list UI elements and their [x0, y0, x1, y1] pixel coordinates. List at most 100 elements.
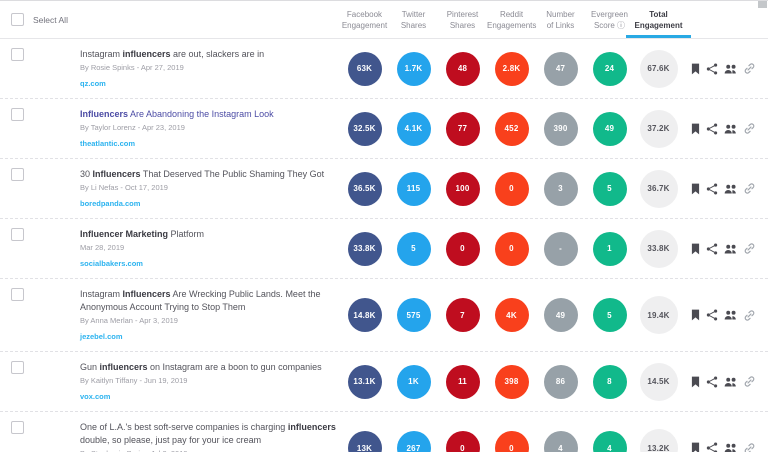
article-domain-link[interactable]: qz.com: [80, 79, 106, 88]
article-title-link[interactable]: Instagram influencers are out, slackers …: [80, 48, 264, 61]
title-text: double, so please, just pay for your ice…: [80, 435, 262, 445]
column-header-line1: Reddit: [499, 9, 524, 19]
share-icon[interactable]: [706, 376, 718, 388]
users-icon[interactable]: [724, 64, 737, 74]
metric-bubble-reddit: 0: [494, 431, 529, 452]
column-header-reddit[interactable]: Reddit Engagements: [487, 1, 536, 38]
article-title-link[interactable]: Gun influencers on Instagram are a boon …: [80, 361, 322, 374]
article-info: Instagram Influencers Are Wrecking Publi…: [80, 288, 320, 344]
select-all-checkbox[interactable]: [11, 13, 24, 26]
article-cell: One of L.A.'s best soft-serve companies …: [0, 412, 340, 452]
title-keyword: Influencers: [92, 169, 141, 179]
link-icon[interactable]: [743, 309, 756, 322]
row-actions: [683, 159, 768, 218]
share-icon[interactable]: [706, 63, 718, 75]
metric-bubble-evergreen: 49: [592, 111, 627, 146]
column-header-total[interactable]: Total Engagement: [626, 1, 691, 38]
share-icon[interactable]: [706, 183, 718, 195]
metric-cell-twitter: 1.7K: [389, 51, 438, 86]
article-title-line: Influencer Marketing Platform: [80, 228, 204, 241]
article-cell: Influencer Marketing Platform Mar 28, 20…: [0, 219, 340, 278]
article-domain-link[interactable]: jezebel.com: [80, 332, 123, 341]
row-checkbox[interactable]: [11, 168, 24, 181]
column-header-line2: Engagement: [341, 20, 388, 30]
row-checkbox[interactable]: [11, 228, 24, 241]
article-title-link[interactable]: 30 Influencers That Deserved The Public …: [80, 168, 324, 181]
article-title-link[interactable]: Instagram Influencers Are Wrecking Publi…: [80, 288, 320, 314]
row-checkbox[interactable]: [11, 48, 24, 61]
article-title-line: One of L.A.'s best soft-serve companies …: [80, 421, 336, 434]
metric-cell-reddit: 0: [487, 431, 536, 452]
metric-bubble-twitter: 5: [396, 231, 431, 266]
metric-bubble-links: 3: [543, 171, 578, 206]
title-text: Are Wrecking Public Lands. Meet the: [170, 289, 321, 299]
bookmark-icon[interactable]: [691, 183, 700, 195]
metric-bubble-twitter: 1.7K: [396, 51, 431, 86]
row-checkbox[interactable]: [11, 108, 24, 121]
article-domain-link[interactable]: socialbakers.com: [80, 259, 143, 268]
share-icon[interactable]: [706, 123, 718, 135]
link-icon[interactable]: [743, 62, 756, 75]
column-header-twitter[interactable]: Twitter Shares: [389, 1, 438, 38]
share-icon[interactable]: [706, 442, 718, 452]
row-checkbox[interactable]: [11, 361, 24, 374]
metric-bubble-total: 19.4K: [639, 296, 678, 334]
article-domain-link[interactable]: theatlantic.com: [80, 139, 136, 148]
column-header-line2: of Links: [546, 20, 575, 30]
link-icon[interactable]: [743, 242, 756, 255]
bookmark-icon[interactable]: [691, 376, 700, 388]
metric-bubble-links: 390: [543, 111, 578, 146]
users-icon[interactable]: [724, 124, 737, 134]
column-header-line2: Shares: [449, 20, 476, 30]
scrollbar-thumb[interactable]: [758, 1, 767, 8]
column-header-links[interactable]: Number of Links: [536, 1, 585, 38]
title-keyword: Influencers: [80, 109, 129, 119]
metric-cell-total: 14.5K: [634, 362, 683, 401]
column-header-facebook[interactable]: Facebook Engagement: [340, 1, 389, 38]
share-icon[interactable]: [706, 309, 718, 321]
bookmark-icon[interactable]: [691, 123, 700, 135]
link-icon[interactable]: [743, 182, 756, 195]
users-icon[interactable]: [724, 184, 737, 194]
title-text: Anonymous Account Trying to Stop Them: [80, 302, 246, 312]
article-domain-link[interactable]: vox.com: [80, 392, 111, 401]
column-header-pinterest[interactable]: Pinterest Shares: [438, 1, 487, 38]
article-title-line: Anonymous Account Trying to Stop Them: [80, 301, 320, 314]
table-row: One of L.A.'s best soft-serve companies …: [0, 412, 768, 452]
metric-cell-total: 37.2K: [634, 109, 683, 148]
article-domain-link[interactable]: boredpanda.com: [80, 199, 141, 208]
article-cell: Instagram influencers are out, slackers …: [0, 39, 340, 98]
article-title-line: 30 Influencers That Deserved The Public …: [80, 168, 324, 181]
metric-cell-evergreen: 49: [585, 111, 634, 146]
metric-cell-total: 13.2K: [634, 429, 683, 452]
column-header-evergreen[interactable]: Evergreen Score ⓘ: [585, 1, 634, 38]
bookmark-icon[interactable]: [691, 309, 700, 321]
metric-cell-evergreen: 24: [585, 51, 634, 86]
column-header-line2: Score ⓘ: [593, 20, 626, 30]
metric-cell-twitter: 4.1K: [389, 111, 438, 146]
row-checkbox[interactable]: [11, 288, 24, 301]
metric-bubble-links: 86: [543, 364, 578, 399]
users-icon[interactable]: [724, 377, 737, 387]
row-actions: [683, 99, 768, 158]
users-icon[interactable]: [724, 244, 737, 254]
metric-bubble-total: 33.8K: [639, 229, 678, 268]
link-icon[interactable]: [743, 442, 756, 452]
link-icon[interactable]: [743, 122, 756, 135]
article-title-link[interactable]: Influencer Marketing Platform: [80, 228, 204, 241]
table-row: Gun influencers on Instagram are a boon …: [0, 352, 768, 412]
users-icon[interactable]: [724, 310, 737, 320]
metric-bubble-facebook: 14.8K: [347, 298, 382, 332]
share-icon[interactable]: [706, 243, 718, 255]
title-text: Instagram: [80, 289, 123, 299]
bookmark-icon[interactable]: [691, 63, 700, 75]
article-title-link[interactable]: Influencers Are Abandoning the Instagram…: [80, 108, 274, 121]
bookmark-icon[interactable]: [691, 243, 700, 255]
metric-cell-facebook: 32.5K: [340, 111, 389, 146]
row-checkbox[interactable]: [11, 421, 24, 434]
link-icon[interactable]: [743, 375, 756, 388]
column-header-line1: Twitter: [401, 9, 426, 19]
article-title-link[interactable]: One of L.A.'s best soft-serve companies …: [80, 421, 336, 447]
bookmark-icon[interactable]: [691, 442, 700, 452]
users-icon[interactable]: [724, 443, 737, 452]
